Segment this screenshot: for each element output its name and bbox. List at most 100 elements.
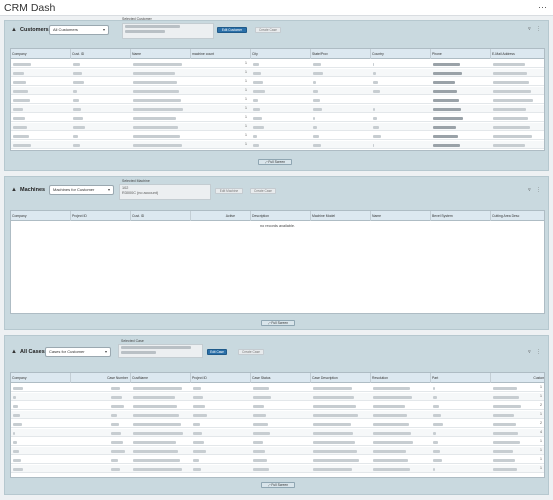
full-screen-button[interactable]: ⤢Full Screen bbox=[261, 320, 295, 326]
edit-case-button[interactable]: Edit Case bbox=[207, 349, 227, 355]
table-row[interactable]: 1 bbox=[11, 447, 544, 455]
filter-icon[interactable]: ▿ bbox=[528, 349, 531, 355]
column-header[interactable]: City bbox=[251, 49, 311, 59]
case-filter-select[interactable]: Cases for Customer ▾ bbox=[45, 347, 111, 357]
table-row[interactable]: 1 bbox=[11, 465, 544, 473]
table-cell bbox=[133, 440, 176, 444]
table-cell bbox=[133, 431, 183, 435]
create-case-button[interactable]: Create Case bbox=[255, 27, 281, 33]
column-header[interactable]: Company bbox=[11, 49, 71, 59]
table-cell bbox=[111, 467, 120, 471]
column-header[interactable]: Bevel System bbox=[431, 211, 491, 221]
column-header[interactable]: Cust. ID bbox=[71, 49, 131, 59]
column-header[interactable]: Case Status bbox=[251, 373, 311, 383]
expand-icon: ⤢ bbox=[267, 321, 271, 325]
table-cell bbox=[193, 449, 206, 453]
chevron-up-icon[interactable]: ▲ bbox=[11, 187, 17, 193]
column-header[interactable]: Description bbox=[251, 211, 311, 221]
table-row[interactable]: 1 bbox=[11, 456, 544, 464]
table-cell-number: 1 bbox=[540, 385, 542, 389]
column-header[interactable]: CustName bbox=[131, 373, 191, 383]
table-cell bbox=[433, 98, 459, 102]
table-row[interactable]: 1 bbox=[11, 105, 544, 113]
table-cell bbox=[253, 422, 268, 426]
column-header[interactable]: Name bbox=[131, 49, 191, 59]
table-cell bbox=[133, 89, 179, 93]
table-row[interactable]: 1 bbox=[11, 141, 544, 149]
chevron-up-icon[interactable]: ▲ bbox=[11, 349, 17, 355]
table-cell bbox=[373, 458, 408, 462]
more-options-icon[interactable]: ⋯ bbox=[538, 2, 547, 12]
column-header[interactable]: Name bbox=[371, 211, 431, 221]
vertical-dots-icon[interactable]: ⋮ bbox=[536, 26, 541, 32]
column-header[interactable]: Cust. ID bbox=[131, 211, 191, 221]
table-cell bbox=[373, 404, 405, 408]
column-header[interactable]: machine count bbox=[191, 49, 251, 59]
column-header[interactable]: Custom bbox=[533, 376, 545, 380]
create-case-button[interactable]: Create Case bbox=[250, 188, 276, 194]
table-cell bbox=[133, 62, 182, 66]
column-header[interactable]: Company bbox=[11, 211, 71, 221]
column-header[interactable]: Company bbox=[11, 373, 71, 383]
column-header[interactable]: Project ID bbox=[191, 373, 251, 383]
table-row[interactable]: 1 bbox=[11, 438, 544, 446]
table-cell bbox=[313, 80, 316, 84]
table-cell bbox=[433, 71, 462, 75]
chevron-up-icon[interactable]: ▲ bbox=[11, 27, 17, 33]
table-cell bbox=[193, 404, 205, 408]
column-header[interactable]: Case Description bbox=[311, 373, 371, 383]
table-cell bbox=[493, 440, 520, 444]
table-row[interactable]: 1 bbox=[11, 411, 544, 419]
select-value: Machines for Customer bbox=[53, 187, 95, 192]
table-row[interactable]: 1 bbox=[11, 69, 544, 77]
table-cell bbox=[313, 458, 359, 462]
table-cell bbox=[253, 458, 267, 462]
column-header[interactable]: Project ID bbox=[71, 211, 131, 221]
column-header[interactable]: Country bbox=[371, 49, 431, 59]
table-cell bbox=[373, 422, 409, 426]
table-row[interactable]: 1 bbox=[11, 114, 544, 122]
table-row[interactable]: 2 bbox=[11, 420, 544, 428]
edit-customer-button[interactable]: Edit Customer bbox=[217, 27, 247, 33]
column-header[interactable]: Part bbox=[431, 373, 491, 383]
customer-filter-select[interactable]: All Customers ▾ bbox=[49, 25, 109, 35]
vertical-dots-icon[interactable]: ⋮ bbox=[536, 187, 541, 193]
create-case-button[interactable]: Create Case bbox=[238, 349, 264, 355]
table-row[interactable]: 1 bbox=[11, 60, 544, 68]
column-header[interactable]: E-Mail Address bbox=[492, 52, 515, 56]
chevron-down-icon: ▾ bbox=[104, 349, 107, 354]
customers-panel: ▲ Customers All Customers ▾ Selected Cus… bbox=[4, 17, 549, 171]
table-cell bbox=[433, 134, 458, 138]
column-header[interactable]: Cutting Area Desc bbox=[492, 214, 520, 218]
table-row[interactable]: 1 bbox=[11, 123, 544, 131]
column-header[interactable]: Phone bbox=[431, 49, 491, 59]
full-screen-button[interactable]: ⤢Full Screen bbox=[261, 482, 295, 488]
table-cell bbox=[313, 422, 351, 426]
column-header[interactable]: Case Number bbox=[71, 373, 131, 383]
table-row[interactable]: 2 bbox=[11, 402, 544, 410]
filter-icon[interactable]: ▿ bbox=[528, 26, 531, 32]
edit-machine-button[interactable]: Edit Machine bbox=[215, 188, 243, 194]
table-cell bbox=[313, 125, 317, 129]
column-header[interactable]: Active bbox=[191, 211, 251, 221]
customers-grid: Company Cust. ID Name machine count City… bbox=[10, 48, 545, 151]
table-row[interactable]: 1 bbox=[11, 96, 544, 104]
column-header[interactable]: Machine Model bbox=[311, 211, 371, 221]
table-row[interactable]: 1 bbox=[11, 87, 544, 95]
machine-filter-select[interactable]: Machines for Customer ▾ bbox=[49, 185, 114, 195]
column-header[interactable]: Resolution bbox=[371, 373, 431, 383]
vertical-dots-icon[interactable]: ⋮ bbox=[536, 349, 541, 355]
table-row[interactable]: 1 bbox=[11, 393, 544, 401]
column-header[interactable]: State/Prov bbox=[311, 49, 371, 59]
filter-icon[interactable]: ▿ bbox=[528, 187, 531, 193]
table-cell bbox=[253, 71, 261, 75]
table-row[interactable]: 1 bbox=[11, 78, 544, 86]
table-row[interactable]: 1 bbox=[11, 132, 544, 140]
table-row[interactable]: 4 bbox=[11, 429, 544, 437]
table-cell-number: 1 bbox=[540, 412, 542, 416]
table-cell bbox=[73, 107, 81, 111]
table-cell bbox=[313, 89, 318, 93]
table-cell bbox=[13, 467, 23, 471]
full-screen-button[interactable]: ⤢Full Screen bbox=[258, 159, 292, 165]
table-row[interactable]: 1 bbox=[11, 384, 544, 392]
